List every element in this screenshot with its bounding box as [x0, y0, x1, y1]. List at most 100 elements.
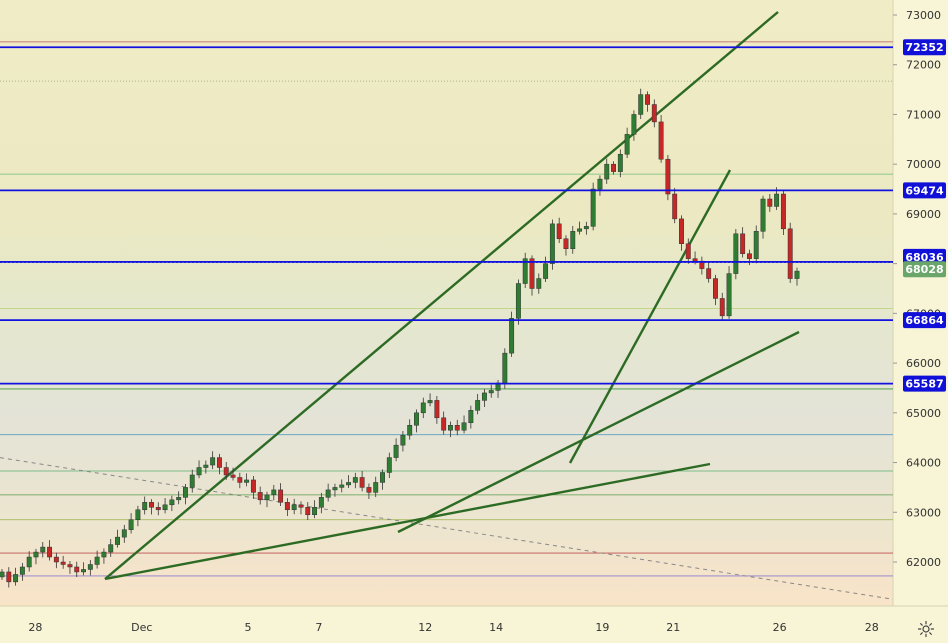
candle-body — [685, 243, 691, 259]
candle-body — [257, 492, 263, 501]
trendline — [568, 169, 732, 464]
candle-body — [312, 507, 318, 516]
candle-body — [522, 258, 528, 284]
candle-body — [115, 536, 120, 545]
candle-body — [706, 268, 712, 279]
y-tick-label: 66000 — [906, 357, 941, 370]
candle-body — [128, 519, 134, 530]
candle-body — [461, 422, 467, 431]
candle-body — [488, 390, 494, 394]
price-tag — [903, 182, 946, 199]
candle-body — [121, 529, 127, 538]
trendline — [104, 462, 711, 581]
x-tick-label: Dec — [131, 621, 152, 634]
candle-body — [617, 153, 623, 172]
price-tag-label: 68028 — [905, 263, 943, 276]
x-tick-label: 19 — [595, 621, 609, 634]
candle-body — [583, 226, 589, 230]
candle-body — [33, 551, 39, 558]
candle-body — [135, 509, 141, 520]
price-axis-background — [893, 0, 948, 606]
candle-body — [19, 566, 25, 575]
candle-body — [339, 484, 345, 488]
price-tag — [903, 261, 946, 278]
price-tag-label: 68036 — [905, 251, 944, 264]
candle-body — [230, 474, 236, 478]
candle-body — [753, 231, 759, 259]
candle-body — [760, 198, 766, 232]
price-tag — [903, 39, 946, 56]
x-tick-label: 14 — [489, 621, 503, 634]
horizontal-levels — [0, 46, 893, 385]
settings-gear-icon[interactable] — [912, 618, 940, 640]
candle-body — [475, 400, 481, 411]
candle-body — [74, 566, 80, 573]
candle-body — [250, 479, 256, 493]
y-tick-label: 69000 — [906, 208, 941, 221]
candle-body — [454, 425, 460, 431]
candle-body — [713, 278, 718, 299]
candle-body — [536, 278, 542, 289]
y-tick-label: 62000 — [906, 556, 941, 569]
candle-body — [651, 104, 657, 123]
candle-body — [53, 556, 59, 563]
candle-body — [407, 425, 413, 436]
candle-body — [767, 198, 773, 207]
x-tick-label: 28 — [28, 621, 42, 634]
candle-body — [794, 270, 800, 279]
trendlines — [104, 11, 800, 581]
y-tick-label: 71000 — [906, 108, 941, 121]
candle-body — [733, 233, 739, 274]
candle-body — [692, 258, 698, 262]
candle-body — [325, 489, 331, 498]
x-tick-label: 28 — [865, 621, 879, 634]
candles — [0, 88, 800, 588]
candle-body — [189, 474, 195, 488]
candle-body — [87, 564, 93, 570]
price-tag — [903, 375, 946, 392]
time-axis: 28 Dec 5 7 12 14 19 21 26 28 — [28, 621, 878, 634]
x-tick-label: 12 — [418, 621, 432, 634]
candle-body — [271, 489, 277, 496]
candle-body — [216, 457, 222, 468]
candle-body — [672, 193, 678, 220]
candle-body — [142, 502, 148, 511]
candle-body — [726, 273, 732, 317]
candle-body — [210, 457, 216, 466]
candle-body — [13, 574, 19, 583]
candle-body — [434, 400, 440, 419]
candle-body — [774, 193, 780, 207]
gear-icon — [917, 620, 935, 638]
candle-body — [590, 188, 596, 227]
price-tag-label: 72352 — [905, 41, 943, 54]
candle-body — [373, 482, 379, 493]
time-axis-background — [0, 606, 948, 643]
candle-body — [0, 571, 5, 578]
y-tick-label: 65000 — [906, 407, 941, 420]
price-tag-label: 65587 — [905, 378, 943, 391]
candle-body — [81, 569, 86, 573]
candle-body — [155, 507, 161, 511]
price-tag — [903, 248, 946, 265]
candle-body — [665, 158, 671, 195]
trendline — [397, 330, 800, 534]
candle-body — [318, 497, 324, 508]
candle-body — [529, 258, 535, 289]
candle-body — [203, 464, 209, 468]
candle-body — [67, 564, 73, 568]
candle-body — [509, 318, 515, 354]
candle-body — [380, 472, 385, 483]
candle-body — [577, 228, 583, 232]
candle-body — [448, 425, 453, 431]
candle-body — [278, 489, 284, 503]
candle-body — [169, 499, 175, 506]
candle-body — [101, 551, 107, 558]
candle-body — [502, 352, 508, 384]
price-tag — [903, 312, 946, 329]
candle-body — [679, 218, 684, 244]
candle-body — [638, 94, 644, 115]
x-tick-label: 7 — [315, 621, 322, 634]
candle-body — [719, 298, 725, 317]
candle-body — [468, 410, 474, 424]
